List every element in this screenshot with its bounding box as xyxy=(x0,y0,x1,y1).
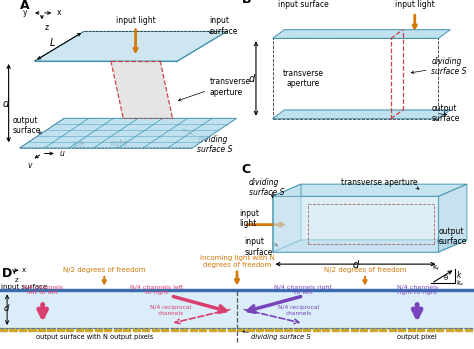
Text: transverse
aperture: transverse aperture xyxy=(210,77,250,97)
Text: input light: input light xyxy=(395,0,435,9)
Text: B: B xyxy=(242,0,251,7)
Text: input light: input light xyxy=(116,16,155,25)
Text: d: d xyxy=(3,304,9,313)
Text: v: v xyxy=(27,161,32,170)
Text: left: left xyxy=(73,141,85,150)
Text: output surface with N output pixels: output surface with N output pixels xyxy=(36,334,154,340)
Text: output
surface: output surface xyxy=(438,227,467,246)
Text: N/4 channels
right to right: N/4 channels right to right xyxy=(397,284,438,295)
Text: input
surface: input surface xyxy=(210,16,238,36)
Polygon shape xyxy=(438,184,467,252)
Text: C: C xyxy=(242,163,251,176)
Text: D: D xyxy=(2,267,13,280)
Text: N/4 reciprocal
channels: N/4 reciprocal channels xyxy=(278,305,319,316)
Polygon shape xyxy=(273,184,301,252)
Polygon shape xyxy=(273,240,467,252)
Text: x: x xyxy=(57,8,61,17)
Text: θ: θ xyxy=(443,275,447,281)
Text: N/4 channels left
to right: N/4 channels left to right xyxy=(130,284,183,295)
Text: transverse aperture: transverse aperture xyxy=(341,178,418,187)
Text: y: y xyxy=(23,8,27,17)
Text: N/2 degrees of freedom: N/2 degrees of freedom xyxy=(63,267,146,273)
Text: N/4 channels right
to left: N/4 channels right to left xyxy=(274,284,332,295)
Text: z: z xyxy=(15,276,19,283)
Text: A: A xyxy=(20,0,29,12)
Text: L: L xyxy=(49,38,55,47)
Text: N/2 degrees of freedom: N/2 degrees of freedom xyxy=(324,267,406,273)
Polygon shape xyxy=(20,118,237,148)
Text: output pixel: output pixel xyxy=(397,334,437,340)
Text: input surface: input surface xyxy=(278,0,329,9)
Text: u: u xyxy=(59,149,64,158)
Text: d: d xyxy=(2,98,9,109)
Polygon shape xyxy=(111,61,173,118)
Text: dividing surface S: dividing surface S xyxy=(251,334,311,340)
Polygon shape xyxy=(273,110,450,119)
Text: dividing
surface S: dividing surface S xyxy=(249,178,284,198)
Text: input
light: input light xyxy=(239,209,259,228)
Text: transverse
aperture: transverse aperture xyxy=(283,69,324,88)
Text: kᵧ: kᵧ xyxy=(432,264,439,270)
Polygon shape xyxy=(273,196,438,252)
Text: N/4 reciprocal
channels: N/4 reciprocal channels xyxy=(150,305,191,316)
Text: output
surface: output surface xyxy=(12,116,41,135)
Text: dividing
surface S: dividing surface S xyxy=(197,135,233,154)
Text: right: right xyxy=(109,139,128,148)
Text: d: d xyxy=(249,74,255,83)
Polygon shape xyxy=(273,30,450,38)
Text: output
surface: output surface xyxy=(431,104,460,123)
Text: incoming light with N
degrees of freedom: incoming light with N degrees of freedom xyxy=(200,255,274,268)
Text: x: x xyxy=(22,267,27,273)
Text: input
surface: input surface xyxy=(244,237,273,257)
Polygon shape xyxy=(273,184,467,196)
Text: d: d xyxy=(352,260,359,270)
Text: dividing
surface S: dividing surface S xyxy=(431,57,467,76)
Text: k: k xyxy=(456,271,461,280)
Text: z: z xyxy=(45,23,48,32)
Polygon shape xyxy=(35,31,227,61)
Text: N/4 channels
left to left: N/4 channels left to left xyxy=(22,284,63,295)
Text: input surface: input surface xyxy=(1,284,48,290)
Text: kₓ: kₓ xyxy=(456,281,464,287)
